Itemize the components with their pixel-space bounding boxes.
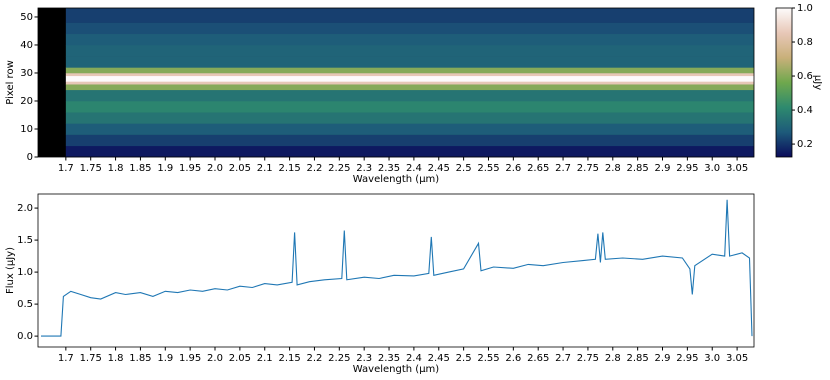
x-tick-label: 2.15 xyxy=(278,353,300,364)
x-tick-label: 1.75 xyxy=(80,353,102,364)
heatmap-row xyxy=(65,145,755,158)
x-tick-label: 2.55 xyxy=(477,353,499,364)
colorbar-tick-label: 0.8 xyxy=(797,37,813,48)
x-tick-label: 2.55 xyxy=(477,163,499,174)
x-tick-label: 2.7 xyxy=(555,353,571,364)
x-tick-label: 2.8 xyxy=(605,353,621,364)
x-tick-label: 2.2 xyxy=(307,163,323,174)
heatmap-row xyxy=(65,123,755,135)
x-tick-label: 2.65 xyxy=(527,353,549,364)
x-tick-label: 1.7 xyxy=(58,163,74,174)
y-axis-label: Flux (μJy) xyxy=(5,247,16,294)
x-tick-label: 2.4 xyxy=(406,353,422,364)
x-tick-label: 1.75 xyxy=(80,163,102,174)
x-tick-label: 2.3 xyxy=(356,163,372,174)
x-tick-label: 2.1 xyxy=(257,353,273,364)
x-tick-label: 2.45 xyxy=(428,163,450,174)
y-tick-label: 30 xyxy=(20,68,33,79)
x-tick-label: 2.85 xyxy=(627,163,649,174)
x-tick-label: 2.6 xyxy=(505,163,521,174)
x-tick-label: 2.5 xyxy=(456,163,472,174)
x-tick-label: 2.25 xyxy=(328,163,350,174)
x-tick-label: 2.75 xyxy=(577,163,599,174)
y-tick-label: 2.0 xyxy=(17,203,33,214)
colorbar-tick-label: 0.6 xyxy=(797,71,813,82)
x-tick-label: 2.5 xyxy=(456,353,472,364)
heatmap-row xyxy=(65,134,755,147)
x-tick-label: 3.0 xyxy=(704,163,720,174)
x-tick-label: 1.7 xyxy=(58,353,74,364)
x-tick-label: 1.9 xyxy=(157,353,173,364)
y-tick-label: 0.0 xyxy=(17,331,33,342)
x-tick-label: 2.3 xyxy=(356,353,372,364)
x-tick-label: 2.75 xyxy=(577,353,599,364)
x-tick-label: 1.8 xyxy=(108,163,124,174)
x-tick-label: 1.85 xyxy=(129,353,151,364)
plot-frame xyxy=(37,193,755,348)
x-tick-label: 2.1 xyxy=(257,163,273,174)
heatmap-row xyxy=(65,22,755,35)
x-tick-label: 1.85 xyxy=(129,163,151,174)
x-tick-label: 1.95 xyxy=(179,163,201,174)
x-tick-label: 2.05 xyxy=(229,163,251,174)
flux-line xyxy=(41,199,753,337)
colorbar-label: μJy xyxy=(812,75,823,90)
x-tick-label: 2.15 xyxy=(278,163,300,174)
y-tick-label: 50 xyxy=(20,12,33,23)
x-axis-label: Wavelength (μm) xyxy=(353,174,440,185)
x-tick-label: 2.7 xyxy=(555,163,571,174)
x-tick-label: 2.0 xyxy=(207,163,223,174)
y-tick-label: 0.5 xyxy=(17,299,33,310)
y-axis-label: Pixel row xyxy=(5,60,16,105)
heatmap-row xyxy=(65,44,755,57)
x-tick-label: 2.25 xyxy=(328,353,350,364)
x-tick-label: 1.9 xyxy=(157,163,173,174)
x-tick-label: 2.9 xyxy=(655,163,671,174)
x-tick-label: 2.95 xyxy=(676,353,698,364)
y-tick-label: 20 xyxy=(20,96,33,107)
x-tick-label: 2.8 xyxy=(605,163,621,174)
y-tick-label: 0 xyxy=(27,152,33,163)
x-tick-label: 2.35 xyxy=(378,353,400,364)
x-axis-label: Wavelength (μm) xyxy=(353,364,440,375)
x-tick-label: 2.35 xyxy=(378,163,400,174)
heatmap-row xyxy=(65,8,755,23)
heatmap-row xyxy=(65,89,755,102)
x-tick-label: 1.95 xyxy=(179,353,201,364)
colorbar-tick-label: 0.4 xyxy=(797,105,813,116)
y-tick-label: 10 xyxy=(20,124,33,135)
x-tick-label: 2.2 xyxy=(307,353,323,364)
heatmap-row xyxy=(65,112,755,124)
x-tick-label: 2.85 xyxy=(627,353,649,364)
x-tick-label: 2.45 xyxy=(428,353,450,364)
x-tick-label: 3.05 xyxy=(726,163,748,174)
heatmap-row xyxy=(65,84,755,91)
x-tick-label: 3.05 xyxy=(726,353,748,364)
y-tick-label: 1.5 xyxy=(17,235,33,246)
x-tick-label: 1.8 xyxy=(108,353,124,364)
heatmap-row xyxy=(65,56,755,68)
colorbar-tick-label: 1.0 xyxy=(797,3,813,14)
x-tick-label: 3.0 xyxy=(704,353,720,364)
heatmap-row xyxy=(65,72,755,77)
x-tick-label: 2.0 xyxy=(207,353,223,364)
plot-frame xyxy=(37,7,755,158)
y-tick-label: 1.0 xyxy=(17,267,33,278)
colorbar xyxy=(775,7,793,158)
colorbar-tick-label: 0.2 xyxy=(797,139,813,150)
heatmap-row xyxy=(65,81,755,85)
heatmap-row xyxy=(65,67,755,74)
heatmap-row xyxy=(65,100,755,113)
x-tick-label: 2.95 xyxy=(676,163,698,174)
x-tick-label: 2.4 xyxy=(406,163,422,174)
x-tick-label: 2.05 xyxy=(229,353,251,364)
heatmap-row xyxy=(65,75,755,82)
x-tick-label: 2.6 xyxy=(505,353,521,364)
x-tick-label: 2.65 xyxy=(527,163,549,174)
y-tick-label: 40 xyxy=(20,40,33,51)
x-tick-label: 2.9 xyxy=(655,353,671,364)
heatmap-row xyxy=(65,33,755,46)
